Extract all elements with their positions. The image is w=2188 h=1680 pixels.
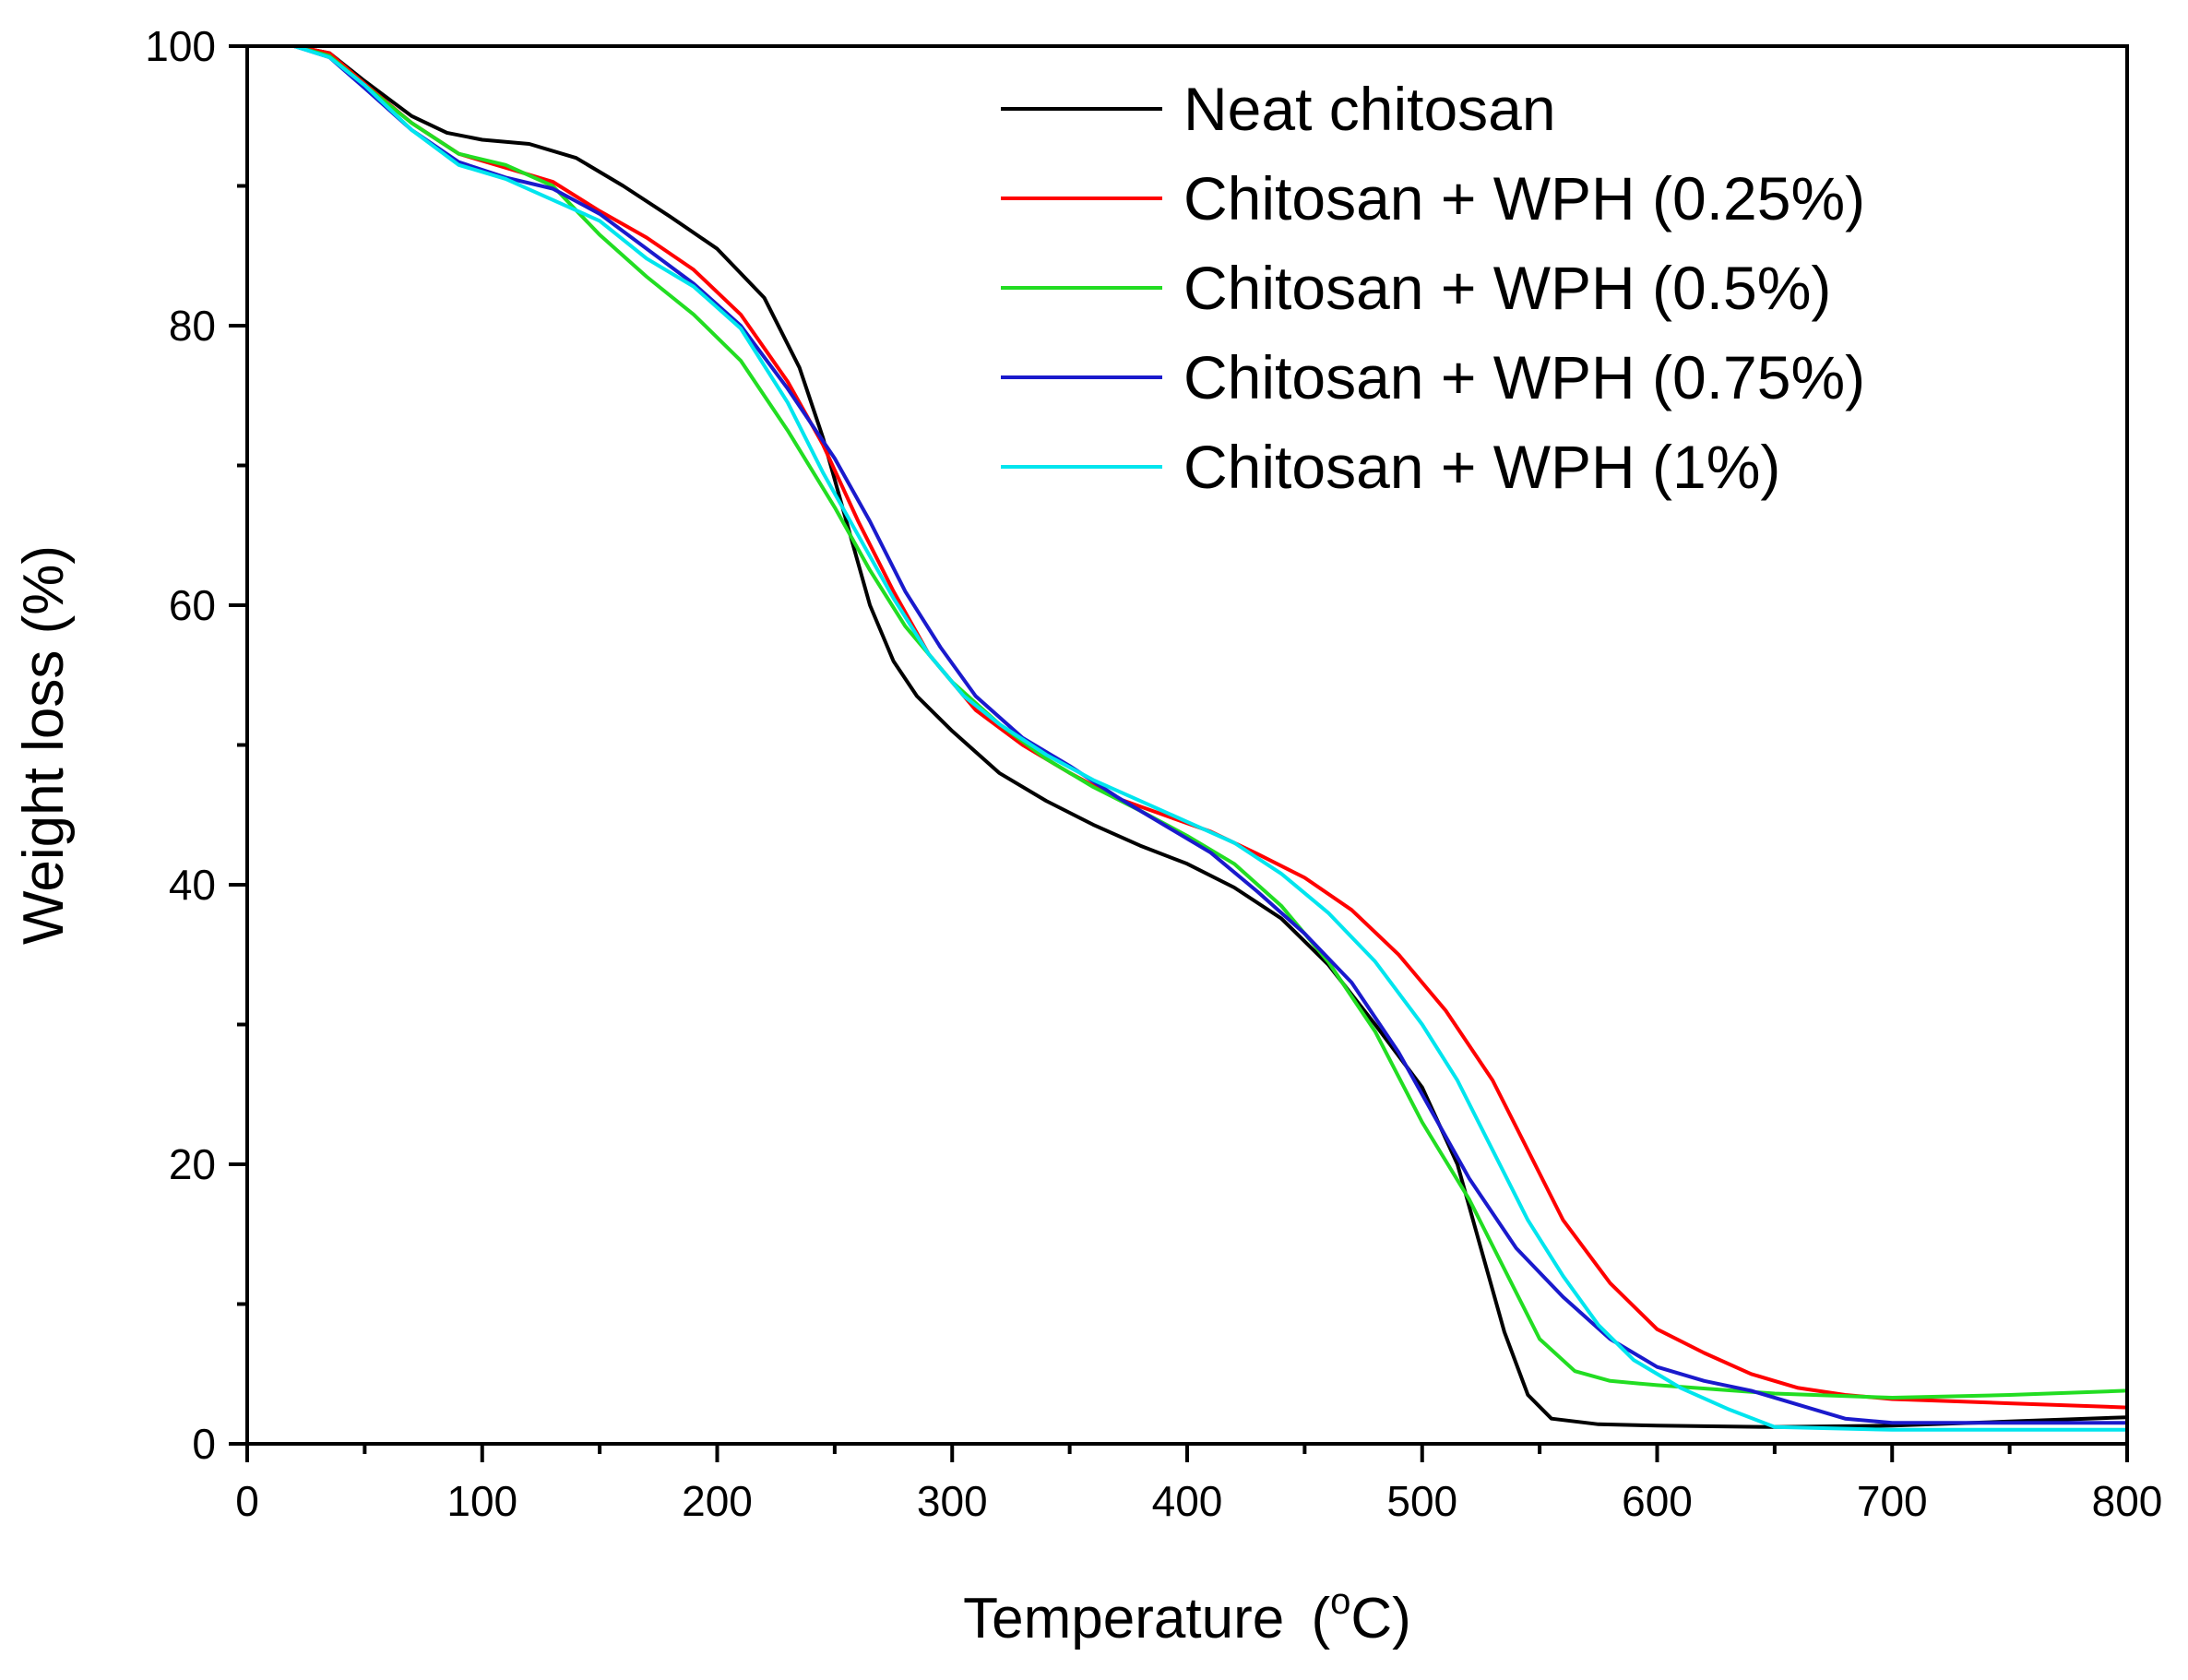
legend: Neat chitosan Chitosan + WPH (0.25%) Chito… xyxy=(1001,75,1865,501)
x-tick-label: 700 xyxy=(1857,1477,1928,1525)
x-tick-label: 0 xyxy=(235,1477,259,1525)
x-tick-label: 600 xyxy=(1622,1477,1693,1525)
x-axis-title-close: ) xyxy=(1392,1587,1411,1650)
y-tick-label: 100 xyxy=(145,22,216,70)
series-line-2 xyxy=(291,44,2129,1410)
series-line-3 xyxy=(291,44,2129,1400)
x-tick-label: 800 xyxy=(2092,1477,2163,1525)
axis-ticks xyxy=(229,44,2129,1462)
legend-label-2: Chitosan + WPH (0.25%) xyxy=(1183,164,1865,232)
series-line-5 xyxy=(291,44,2129,1432)
x-axis-title-sup: o xyxy=(1330,1581,1350,1622)
x-tick-label: 400 xyxy=(1152,1477,1223,1525)
series-line-1 xyxy=(291,44,2129,1429)
x-tick-label: 300 xyxy=(917,1477,988,1525)
series-layer xyxy=(291,44,2129,1432)
x-axis-title-main: Temperature xyxy=(963,1587,1284,1650)
y-tick-label: 0 xyxy=(192,1420,216,1468)
y-tick-label: 40 xyxy=(169,861,216,909)
x-axis-title: Temperature (oC) xyxy=(963,1581,1411,1650)
y-tick-label: 80 xyxy=(169,302,216,350)
legend-label-5: Chitosan + WPH (1%) xyxy=(1183,433,1780,501)
x-tick-label: 200 xyxy=(682,1477,753,1525)
series-line-4 xyxy=(291,44,2129,1425)
x-tick-label: 100 xyxy=(446,1477,517,1525)
y-tick-label: 20 xyxy=(169,1140,216,1188)
legend-label-4: Chitosan + WPH (0.75%) xyxy=(1183,343,1865,411)
legend-label-1: Neat chitosan xyxy=(1183,75,1556,143)
legend-label-3: Chitosan + WPH (0.5%) xyxy=(1183,254,1831,322)
x-tick-label: 500 xyxy=(1386,1477,1457,1525)
axis-tick-labels: 0 100 200 300 400 500 600 700 800 0 20 40 60 80 100 xyxy=(145,22,2162,1525)
x-axis-title-open: ( xyxy=(1311,1587,1330,1650)
y-axis-title: Weight loss (%) xyxy=(12,545,76,945)
x-axis-title-unit: C xyxy=(1350,1587,1392,1650)
y-tick-label: 60 xyxy=(169,581,216,629)
